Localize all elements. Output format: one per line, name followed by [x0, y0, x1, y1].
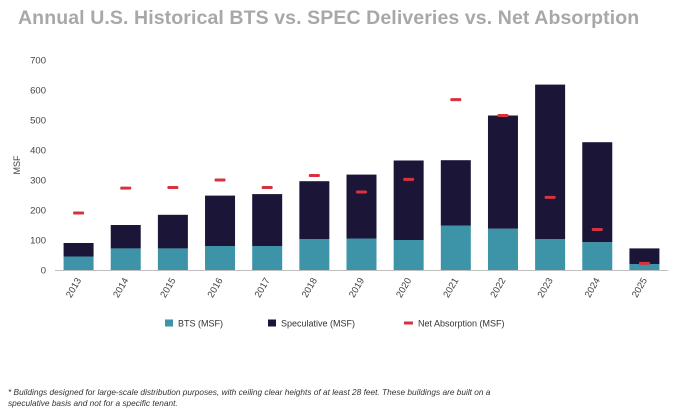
bar-bts-2024 [582, 242, 613, 270]
legend-swatch-1 [268, 319, 276, 327]
y-tick-label: 0 [41, 266, 46, 277]
net-absorption-marker-2019 [356, 190, 367, 194]
y-tick-label: 300 [30, 176, 46, 187]
x-tick-label: 2015 [158, 276, 178, 300]
net-absorption-marker-2024 [591, 228, 603, 231]
y-tick-label: 700 [30, 56, 46, 67]
x-tick-label: 2023 [536, 276, 556, 300]
x-tick-label: 2022 [488, 276, 508, 300]
net-absorption-marker-2015 [167, 186, 179, 189]
x-tick-label: 2021 [441, 276, 461, 300]
legend-label: BTS (MSF) [178, 319, 223, 329]
footnote: * Buildings designed for large-scale dis… [8, 387, 491, 408]
net-absorption-marker-2022 [497, 114, 509, 117]
net-absorption-marker-2013 [73, 211, 85, 215]
bars-layer [63, 84, 660, 270]
bar-speculative-2020 [393, 160, 424, 240]
bar-speculative-2018 [299, 181, 330, 240]
net-absorption-marker-2021 [450, 98, 462, 102]
y-tick-label: 600 [30, 86, 46, 97]
bar-speculative-2013 [63, 243, 94, 257]
bar-bts-2023 [535, 239, 566, 270]
bar-bts-2015 [157, 248, 188, 270]
x-tick-label: 2025 [630, 276, 650, 300]
net-absorption-marker-2018 [308, 174, 320, 177]
bar-bts-2018 [299, 239, 330, 270]
x-tick-label: 2018 [300, 276, 320, 300]
bar-speculative-2025 [629, 248, 660, 264]
bar-bts-2013 [63, 256, 94, 270]
x-tick-label: 2017 [253, 276, 273, 300]
chart-title: Annual U.S. Historical BTS vs. SPEC Deli… [18, 7, 640, 29]
net-absorption-marker-2025 [638, 261, 650, 265]
y-axis: 0 100 200 300 400 500 600 700 [30, 56, 668, 277]
x-tick-label: 2024 [583, 276, 603, 300]
bar-speculative-2023 [535, 84, 566, 240]
bar-bts-2019 [346, 238, 377, 270]
legend-swatch-2 [404, 321, 413, 325]
bar-bts-2020 [393, 240, 424, 270]
legend-label: Net Absorption (MSF) [418, 319, 505, 329]
y-tick-label: 100 [30, 236, 46, 247]
x-tick-label: 2020 [394, 276, 414, 300]
y-tick-label: 500 [30, 116, 46, 127]
bar-speculative-2017 [252, 194, 283, 246]
bar-speculative-2024 [582, 142, 613, 243]
x-tick-label: 2019 [347, 276, 367, 300]
net-absorption-marker-2016 [214, 178, 226, 182]
net-absorption-marker-2023 [544, 195, 556, 199]
legend-swatch-0 [165, 319, 173, 327]
net-absorption-markers [73, 98, 650, 265]
bar-speculative-2016 [205, 195, 236, 246]
legend-label: Speculative (MSF) [281, 319, 355, 329]
y-axis-label: MSF [12, 155, 22, 175]
bar-bts-2021 [440, 225, 471, 270]
net-absorption-marker-2020 [403, 177, 415, 181]
bar-bts-2016 [205, 246, 236, 270]
x-tick-label: 2016 [206, 276, 226, 300]
y-tick-label: 400 [30, 146, 46, 157]
legend: BTS (MSF) Speculative (MSF) Net Absorption… [165, 319, 505, 329]
net-absorption-marker-2017 [261, 186, 273, 189]
x-axis: 2013 2014 2015 2016 2017 2018 2019 2020 2021 2022… [64, 276, 650, 300]
bar-speculative-2015 [157, 214, 188, 249]
bar-bts-2022 [487, 228, 518, 270]
bar-speculative-2014 [110, 225, 141, 249]
bar-speculative-2022 [487, 115, 518, 229]
bar-bts-2017 [252, 246, 283, 270]
net-absorption-marker-2014 [120, 186, 132, 190]
bar-bts-2025 [629, 264, 660, 270]
x-tick-label: 2013 [64, 276, 84, 300]
bar-speculative-2021 [440, 160, 471, 226]
bar-bts-2014 [110, 248, 141, 270]
x-tick-label: 2014 [111, 276, 131, 300]
y-tick-label: 200 [30, 206, 46, 217]
bar-speculative-2019 [346, 174, 377, 239]
